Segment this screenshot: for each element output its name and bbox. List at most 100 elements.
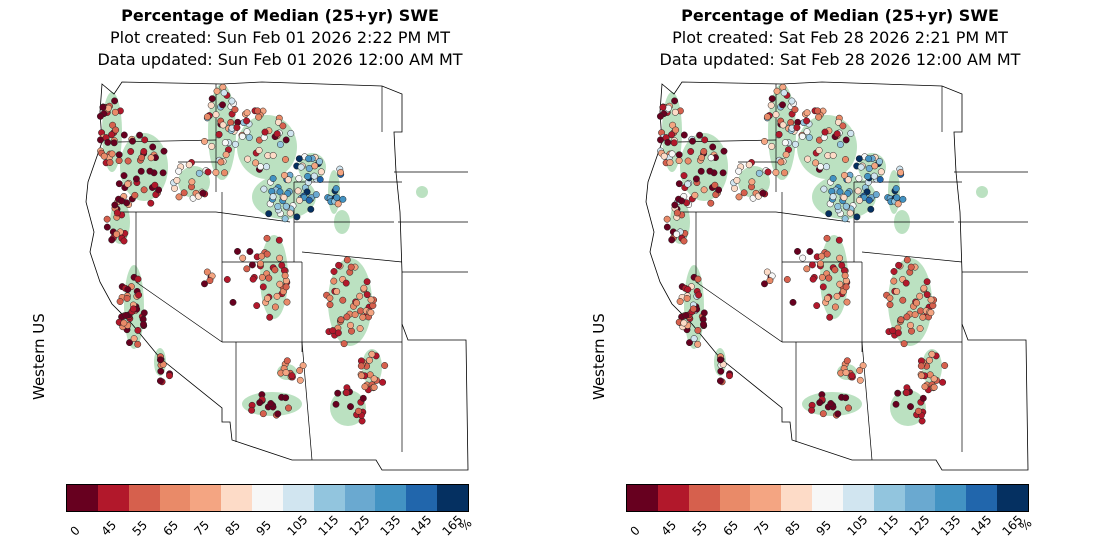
state-border: [861, 341, 873, 461]
snotel-station: [847, 129, 855, 137]
snotel-station: [115, 157, 123, 165]
snotel-station: [147, 199, 155, 207]
snotel-station: [246, 248, 254, 255]
snotel-station: [229, 298, 237, 306]
snotel-station: [911, 311, 919, 319]
snotel-station: [215, 130, 223, 138]
colorbar-swatch: [344, 485, 376, 511]
snotel-station: [842, 156, 849, 163]
snotel-station: [134, 275, 142, 283]
snotel-station: [831, 266, 839, 274]
snotel-station: [108, 150, 116, 158]
snotel-station: [848, 372, 856, 380]
snotel-station: [919, 394, 927, 402]
snotel-station: [827, 400, 835, 407]
snotel-station: [706, 167, 714, 175]
snotel-station: [842, 136, 850, 144]
snotel-station: [783, 276, 791, 283]
snotel-station: [287, 129, 295, 137]
snotel-station: [138, 154, 146, 162]
snotel-station: [156, 356, 164, 364]
snotel-station: [803, 109, 811, 117]
snotel-station: [740, 189, 748, 197]
snotel-station: [772, 111, 780, 119]
snotel-station: [803, 265, 811, 273]
snotel-station: [136, 131, 144, 139]
snotel-station: [719, 169, 727, 177]
snotel-station: [333, 194, 341, 202]
snotel-station: [282, 202, 290, 210]
snotel-station: [689, 305, 697, 313]
snotel-station: [234, 247, 241, 255]
snotel-station: [694, 340, 702, 348]
colorbar-tick-label: 85: [782, 517, 804, 539]
snotel-station: [360, 284, 368, 292]
colorbar-tick-label: 55: [689, 517, 711, 539]
snotel-station: [108, 236, 116, 244]
snotel-station: [915, 407, 922, 415]
snotel-station: [908, 327, 915, 335]
snotel-station: [820, 185, 828, 193]
snotel-station: [326, 301, 334, 309]
state-border: [861, 251, 963, 263]
colorbar-tick-label: 55: [129, 517, 151, 539]
snotel-station: [257, 163, 264, 171]
snotel-station: [273, 130, 281, 138]
snotel-station: [707, 154, 715, 162]
snotel-station: [222, 151, 230, 159]
state-border: [215, 211, 291, 223]
snotel-station: [680, 319, 688, 327]
snotel-station: [675, 151, 683, 159]
snotel-station: [255, 113, 263, 121]
snotel-station: [668, 150, 676, 158]
snotel-station: [255, 146, 263, 154]
colorbar-swatch: [812, 485, 843, 511]
snotel-station: [140, 148, 148, 155]
snotel-station: [261, 128, 269, 136]
snotel-station: [282, 369, 290, 377]
snotel-station: [276, 280, 284, 288]
snotel-station: [276, 141, 284, 148]
snotel-station: [239, 254, 247, 262]
snotel-station: [656, 112, 664, 120]
snotel-station: [907, 321, 914, 329]
colorbar-tick-label: 145: [968, 512, 995, 539]
snotel-station: [297, 163, 305, 171]
snotel-station: [865, 165, 873, 172]
snotel-station: [842, 394, 850, 402]
colorbar-tick-label: 45: [658, 517, 680, 539]
western-us-map: [72, 72, 472, 472]
snotel-station: [816, 399, 824, 407]
snotel-station: [259, 283, 267, 291]
snotel-station: [903, 256, 911, 264]
snotel-station: [282, 283, 290, 291]
snotel-station: [370, 383, 378, 391]
snotel-station: [841, 272, 849, 280]
snotel-station: [208, 142, 216, 150]
snotel-station: [726, 372, 733, 380]
snotel-station: [893, 288, 901, 295]
colorbar-swatch: [873, 485, 905, 511]
map-svg: [85, 81, 469, 471]
snotel-station: [252, 159, 260, 167]
snotel-station: [773, 87, 781, 95]
colorbar-swatch: [627, 485, 658, 511]
snotel-station: [203, 268, 211, 276]
colorbar-tick-label: 115: [875, 512, 902, 539]
colorbar-tick-label: 75: [751, 517, 773, 539]
snotel-station: [663, 223, 671, 231]
colorbar-swatch: [313, 485, 345, 511]
snotel-station: [927, 309, 935, 317]
snotel-station: [779, 101, 786, 109]
snotel-station: [939, 378, 947, 386]
snotel-station: [140, 309, 148, 317]
snotel-station: [673, 209, 681, 217]
snotel-station: [335, 261, 343, 269]
snotel-station: [819, 283, 827, 291]
snotel-station: [716, 377, 724, 385]
snotel-station: [889, 327, 897, 335]
snotel-station: [876, 158, 884, 165]
snotel-station: [111, 97, 119, 105]
snotel-station: [808, 261, 816, 269]
snotel-station: [684, 157, 692, 165]
